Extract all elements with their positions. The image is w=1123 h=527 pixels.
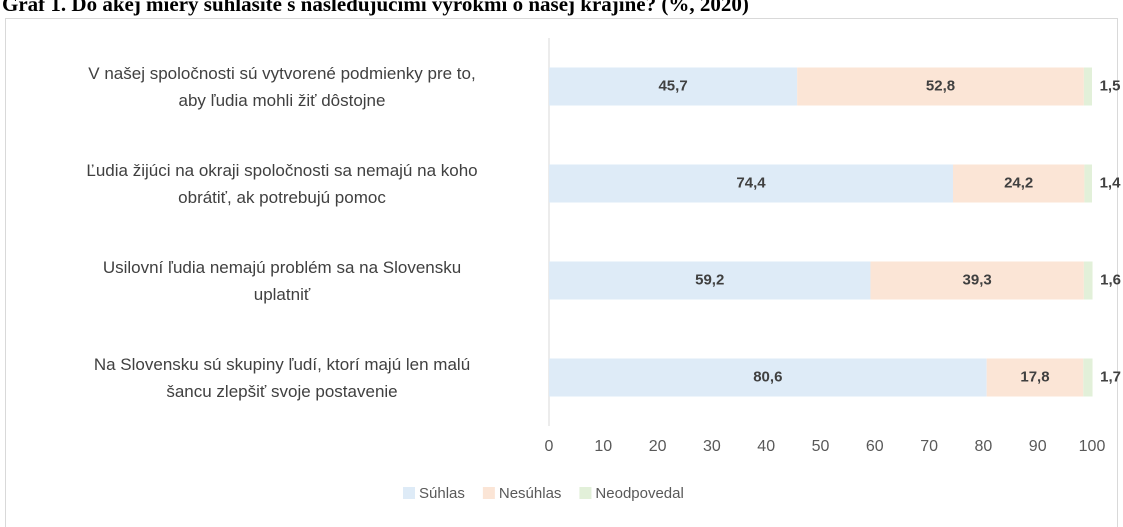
legend-label: Nesúhlas — [499, 485, 562, 502]
data-label: 74,4 — [736, 174, 766, 191]
bar-segment — [952, 164, 1085, 203]
category-label: Na Slovensku sú skupiny ľudí, ktorí majú… — [93, 354, 471, 401]
bar-segment — [1083, 358, 1093, 397]
x-tick-label: 10 — [594, 438, 612, 455]
bar-segment — [549, 358, 987, 397]
category-label: V našej spoločnosti sú vytvorené podmien… — [88, 63, 476, 110]
x-tick-label: 50 — [812, 438, 830, 455]
legend-label: Neodpovedal — [595, 485, 683, 502]
category-label: Usilovní ľudia nemajú problém sa na Slov… — [102, 257, 462, 304]
data-label: 1,6 — [1100, 271, 1121, 288]
data-label: 1,4 — [1100, 174, 1122, 191]
chart-title: Graf 1. Do akej miery súhlasíte s nasled… — [2, 0, 749, 16]
legend-swatch — [579, 487, 592, 499]
x-tick-label: 20 — [649, 438, 667, 455]
data-label: 52,8 — [926, 77, 955, 94]
x-tick-label: 100 — [1079, 438, 1106, 455]
bar-segment — [549, 164, 953, 203]
bar-segment — [1084, 164, 1092, 203]
data-label: 17,8 — [1020, 368, 1049, 385]
bar-segment — [549, 67, 798, 106]
bar-segment — [986, 358, 1084, 397]
bar-segment — [1083, 67, 1092, 106]
data-label: 45,7 — [658, 77, 687, 94]
bar-segment — [1083, 261, 1093, 300]
x-tick-label: 60 — [866, 438, 884, 455]
legend-label: Súhlas — [419, 485, 465, 502]
data-label: 59,2 — [695, 271, 724, 288]
x-tick-label: 70 — [920, 438, 938, 455]
data-label: 80,6 — [753, 368, 782, 385]
data-label: 1,7 — [1100, 368, 1121, 385]
bar-segment — [797, 67, 1084, 106]
bar-segment — [549, 261, 871, 300]
bar-segment — [870, 261, 1084, 300]
x-tick-label: 0 — [545, 438, 554, 455]
x-tick-label: 80 — [975, 438, 993, 455]
category-label: Ľudia žijúci na okraji spoločnosti sa ne… — [86, 160, 478, 207]
data-label: 24,2 — [1004, 174, 1033, 191]
legend-swatch — [482, 487, 495, 499]
x-tick-label: 90 — [1029, 438, 1047, 455]
x-tick-label: 40 — [757, 438, 775, 455]
data-label: 39,3 — [963, 271, 992, 288]
data-label: 1,5 — [1100, 77, 1121, 94]
legend-swatch — [403, 487, 415, 499]
x-tick-label: 30 — [703, 438, 721, 455]
